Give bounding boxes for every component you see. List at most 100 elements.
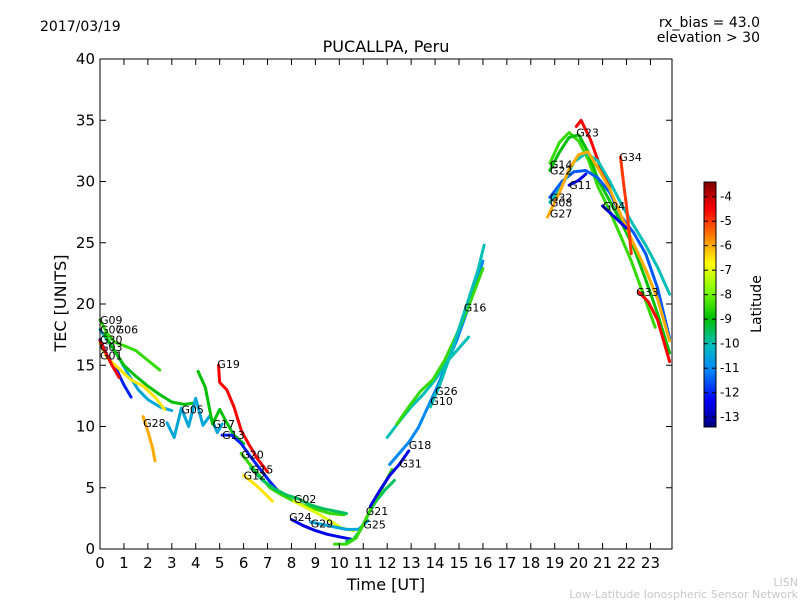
satellite-label-G32: G32	[550, 191, 573, 204]
satellite-label-G30: G30	[100, 334, 123, 347]
x-tick-label: 8	[287, 554, 297, 572]
x-tick-label: 1	[119, 554, 129, 572]
series-G05	[165, 396, 224, 439]
y-tick-label: 40	[76, 50, 95, 68]
x-tick-label: 5	[215, 554, 225, 572]
series-G22	[548, 133, 672, 355]
satellite-label-G31: G31	[399, 457, 422, 470]
satellite-label-G18: G18	[409, 439, 432, 452]
x-tick-label: 23	[641, 554, 660, 572]
x-tick-label: 22	[617, 554, 636, 572]
satellite-label-G22: G22	[550, 165, 573, 178]
series-G24	[290, 518, 353, 541]
y-axis-label: TEC [UNITS]	[51, 255, 70, 353]
y-tick-label: 5	[85, 479, 95, 497]
series-G16	[428, 243, 486, 409]
x-tick-label: 6	[239, 554, 249, 572]
satellite-label-G28: G28	[143, 417, 166, 430]
colorbar-tick-label: -9	[720, 312, 732, 326]
x-tick-label: 18	[521, 554, 540, 572]
x-tick-label: 0	[95, 554, 105, 572]
satellite-label-G26: G26	[435, 385, 458, 398]
x-tick-label: 7	[263, 554, 273, 572]
x-tick-label: 9	[311, 554, 321, 572]
y-tick-label: 30	[76, 173, 95, 191]
footer-lisn: LISN	[773, 576, 798, 589]
satellite-label-G02: G02	[294, 493, 317, 506]
series-G28	[141, 415, 157, 463]
satellite-label-G01: G01	[100, 349, 123, 362]
colorbar-bar	[703, 181, 717, 428]
satellite-label-G12: G12	[244, 470, 267, 483]
series-G26	[395, 267, 485, 426]
series-G17	[196, 369, 246, 446]
satellite-label-G21: G21	[366, 505, 389, 518]
x-tick-label: 10	[330, 554, 349, 572]
satellite-label-G14: G14	[550, 158, 573, 171]
y-tick-label: 35	[76, 111, 95, 129]
satellite-label-G15: G15	[251, 463, 274, 476]
x-tick-label: 12	[378, 554, 397, 572]
series-G09	[98, 318, 162, 372]
satellite-label-G20: G20	[241, 449, 264, 462]
colorbar-tick-label: -11	[720, 361, 740, 375]
satellite-label-G07: G07	[100, 324, 123, 337]
y-tick-label: 10	[76, 418, 95, 436]
satellite-label-G05: G05	[181, 403, 204, 416]
series-G31	[368, 449, 411, 508]
plot-marks	[98, 118, 672, 546]
satellite-label-G17: G17	[213, 418, 236, 431]
elevation-label: elevation > 30	[657, 30, 760, 46]
x-tick-label: 2	[143, 554, 153, 572]
series-G01	[98, 339, 121, 379]
satellite-label-G33: G33	[636, 286, 659, 299]
x-tick-label: 11	[354, 554, 373, 572]
series-G19	[217, 363, 269, 474]
colorbar-tick-label: -13	[720, 410, 740, 424]
x-tick-label: 4	[191, 554, 201, 572]
series-G23	[574, 118, 612, 190]
y-tick-label: 20	[76, 295, 95, 313]
x-tick-label: 21	[593, 554, 612, 572]
footer-network: Low-Latitude Ionospheric Sensor Network	[569, 588, 798, 600]
series-G04	[601, 204, 628, 230]
x-tick-label: 17	[497, 554, 516, 572]
satellite-label-G25: G25	[363, 519, 386, 532]
x-tick-label: 19	[545, 554, 564, 572]
series-G15	[249, 466, 348, 515]
axes: 0 1 2 3 4 5 6 7 8 9 10 11 12 13 14 15 16 17 18 19 20 21 22 2305…	[76, 50, 673, 572]
series-G14	[548, 131, 657, 329]
satellite-labels: G09G07G06G30G03G01G28G05G17G19G13G20G15G…	[100, 127, 659, 532]
satellite-label-G27: G27	[550, 207, 573, 220]
series-G33	[637, 290, 672, 364]
colorbar-label: Latitude	[749, 275, 765, 333]
colorbar-tick-label: -8	[720, 288, 732, 302]
colorbar-tick-label: -5	[720, 214, 732, 228]
satellite-label-G24: G24	[289, 511, 312, 524]
x-tick-label: 16	[473, 554, 492, 572]
satellite-label-G08: G08	[550, 196, 573, 209]
satellite-label-G23: G23	[576, 127, 599, 140]
satellite-label-G03: G03	[100, 341, 123, 354]
series-G27	[546, 150, 672, 343]
satellite-label-G13: G13	[222, 429, 245, 442]
satellite-label-G34: G34	[619, 151, 642, 164]
series-G12	[242, 474, 274, 503]
satellite-label-G09: G09	[100, 314, 123, 327]
rx-bias-label: rx_bias = 43.0	[659, 15, 760, 31]
colorbar-tick-label: -10	[720, 337, 740, 351]
y-tick-label: 15	[76, 356, 95, 374]
satellite-label-G10: G10	[430, 395, 453, 408]
y-tick-label: 25	[76, 234, 95, 252]
date-label: 2017/03/19	[40, 19, 121, 35]
satellite-label-G11: G11	[569, 179, 592, 192]
series-G13	[220, 433, 281, 495]
series-G18	[388, 259, 485, 466]
series-G06	[103, 333, 195, 406]
satellite-label-G29: G29	[311, 517, 334, 530]
satellite-label-G16: G16	[464, 302, 487, 315]
series-G11	[567, 172, 588, 187]
satellite-label-G06: G06	[116, 324, 139, 337]
colorbar-tick-label: -4	[720, 190, 732, 204]
